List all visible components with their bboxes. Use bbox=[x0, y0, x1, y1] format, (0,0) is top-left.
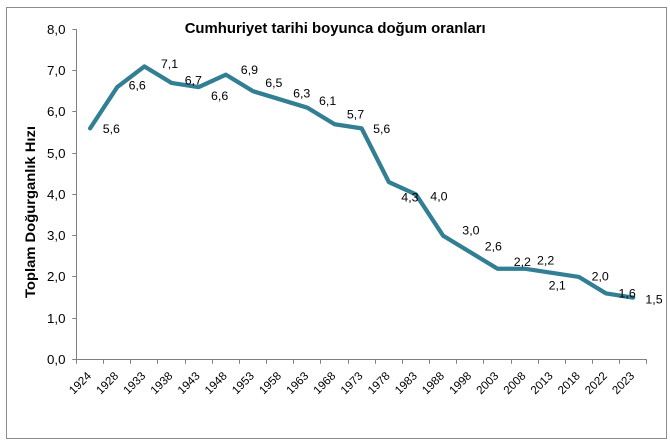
svg-text:6,3: 6,3 bbox=[293, 87, 310, 101]
svg-text:5,6: 5,6 bbox=[103, 122, 120, 136]
svg-text:2,0: 2,0 bbox=[592, 269, 609, 283]
svg-text:5,0: 5,0 bbox=[47, 146, 66, 161]
svg-text:7,0: 7,0 bbox=[47, 63, 66, 78]
svg-text:2,1: 2,1 bbox=[549, 278, 566, 292]
svg-text:6,0: 6,0 bbox=[47, 104, 66, 119]
svg-text:1,5: 1,5 bbox=[645, 292, 662, 306]
svg-text:5,7: 5,7 bbox=[347, 108, 364, 122]
svg-text:2,2: 2,2 bbox=[514, 255, 531, 269]
svg-text:1,0: 1,0 bbox=[47, 311, 66, 326]
svg-text:7,1: 7,1 bbox=[161, 57, 178, 71]
svg-text:Cumhuriyet tarihi boyunca doğu: Cumhuriyet tarihi boyunca doğum oranları bbox=[185, 21, 486, 37]
svg-text:1,6: 1,6 bbox=[619, 286, 636, 300]
svg-text:2,6: 2,6 bbox=[485, 240, 502, 254]
svg-text:4,3: 4,3 bbox=[401, 190, 418, 204]
svg-text:6,9: 6,9 bbox=[241, 63, 258, 77]
svg-text:6,6: 6,6 bbox=[211, 89, 228, 103]
svg-text:5,6: 5,6 bbox=[373, 122, 390, 136]
svg-text:4,0: 4,0 bbox=[47, 187, 66, 202]
svg-text:6,6: 6,6 bbox=[129, 78, 146, 92]
svg-text:0,0: 0,0 bbox=[47, 352, 66, 367]
svg-text:6,7: 6,7 bbox=[185, 74, 202, 88]
svg-text:Toplam Doğurganlık Hızı: Toplam Doğurganlık Hızı bbox=[22, 126, 38, 298]
svg-text:3,0: 3,0 bbox=[47, 228, 66, 243]
svg-text:6,1: 6,1 bbox=[319, 94, 336, 108]
svg-text:2,2: 2,2 bbox=[537, 253, 554, 267]
svg-text:2,0: 2,0 bbox=[47, 269, 66, 284]
svg-text:6,5: 6,5 bbox=[265, 76, 282, 90]
svg-text:4,0: 4,0 bbox=[430, 190, 447, 204]
svg-text:8,0: 8,0 bbox=[47, 22, 66, 37]
svg-text:3,0: 3,0 bbox=[462, 224, 479, 238]
